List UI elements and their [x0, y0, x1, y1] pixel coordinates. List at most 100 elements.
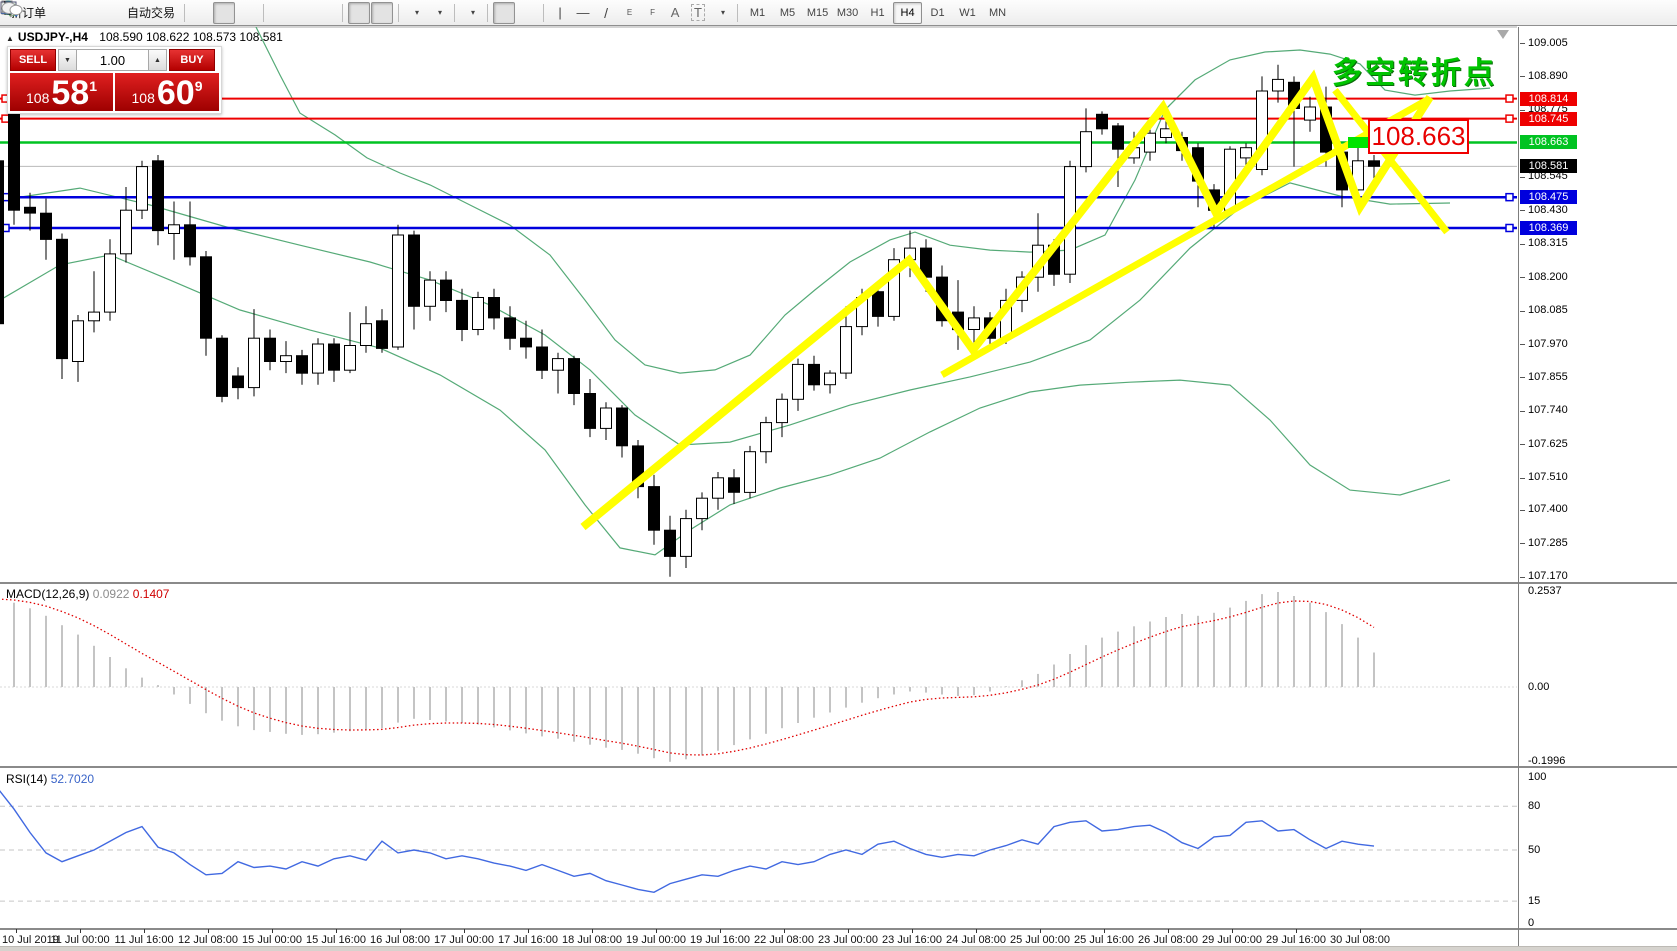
volume-decrease-button[interactable]: ▼ [58, 49, 77, 71]
candle-body [0, 160, 4, 325]
candle-body [504, 317, 516, 339]
timeframe-button-M30[interactable]: M30 [836, 6, 859, 19]
timeframe-button-H4[interactable]: H4 [893, 1, 923, 24]
timeframe-button-MN[interactable]: MN [988, 6, 1007, 19]
chart-canvas[interactable] [0, 0, 1518, 946]
price-tick-label: 107.625 [1528, 437, 1568, 450]
toolbar-separator [487, 3, 489, 22]
trendline-icon: / [604, 4, 608, 21]
price-tick-label: 108.085 [1528, 304, 1568, 317]
macd-main-value: 0.0922 [92, 587, 130, 601]
price-tick [1520, 43, 1525, 44]
time-label: 10 Jul 2019 [2, 934, 59, 946]
candle-body [328, 343, 340, 371]
text-label-tool[interactable]: T [687, 2, 709, 24]
toolbar-separator [454, 3, 456, 22]
volume-input[interactable]: 1.00 [77, 49, 148, 71]
chart-symbol-period: USDJPY-,H4 [17, 30, 88, 44]
candle-body [1256, 90, 1268, 170]
candle-body [760, 422, 772, 453]
macd-indicator-label: MACD(12,26,9) 0.0922 0.1407 [6, 587, 170, 601]
candle-body [1304, 106, 1316, 121]
candle-body [568, 358, 580, 395]
bollinger-lower-band [0, 254, 1451, 556]
candle-body [472, 297, 484, 330]
price-tick [1520, 243, 1525, 245]
candle-body [1112, 125, 1124, 150]
price-tick [1520, 444, 1525, 446]
vertical-line-tool[interactable]: | [549, 2, 571, 24]
rsi-axis-label: 0 [1528, 916, 1535, 929]
timeframe-button-W1[interactable]: W1 [959, 6, 976, 19]
time-label: 12 Jul 08:00 [178, 934, 238, 946]
pane-separator[interactable] [0, 582, 1677, 585]
hline-marker [1, 114, 10, 123]
timeframe-button-M15[interactable]: M15 [806, 6, 829, 19]
price-axis-border [1518, 27, 1519, 946]
vertical-line-icon: | [558, 5, 562, 20]
candle-body [360, 323, 372, 347]
volume-increase-button[interactable]: ▲ [148, 49, 167, 71]
hline-marker [1505, 192, 1514, 202]
price-tick-label: 108.430 [1528, 203, 1568, 216]
time-tick [912, 929, 913, 933]
candle-body [824, 372, 836, 386]
time-tick [720, 929, 721, 933]
toolbar-separator [543, 3, 545, 22]
time-label: 22 Jul 08:00 [754, 934, 814, 946]
candle-body [840, 326, 852, 374]
candle-body [152, 160, 164, 232]
candle-body [872, 291, 884, 317]
sell-price-display[interactable]: 108 58 1 [10, 73, 113, 111]
candle-body [88, 311, 100, 322]
toolbar-separator [184, 3, 186, 22]
price-tick [1520, 210, 1525, 212]
price-tick-label: 107.285 [1528, 536, 1568, 549]
candle-body [232, 375, 244, 389]
text-annotation-tool[interactable]: A [664, 2, 686, 24]
channel-sub-letter: E [626, 8, 633, 17]
time-tick [80, 929, 81, 933]
macd-pane [0, 592, 1517, 762]
candle-body [1272, 78, 1284, 92]
time-label: 15 Jul 00:00 [242, 934, 302, 946]
timeframe-button-M1[interactable]: M1 [749, 6, 766, 19]
timeframe-button-M5[interactable]: M5 [779, 6, 796, 19]
pane-separator[interactable] [0, 766, 1677, 769]
trendline-tool[interactable]: / [595, 2, 617, 24]
hline-price-label: 108.475 [1520, 190, 1577, 205]
toolbar-separator [263, 3, 265, 22]
sell-button[interactable]: SELL [10, 49, 56, 71]
buy-price-display[interactable]: 108 60 9 [115, 73, 219, 111]
time-label: 11 Jul 00:00 [50, 934, 110, 946]
sell-price-sup: 1 [89, 78, 97, 94]
candle-body [200, 256, 212, 339]
horizontal-line-tool[interactable]: — [572, 2, 594, 24]
candle-body [488, 297, 500, 319]
buy-button[interactable]: BUY [169, 49, 215, 71]
candle-body [24, 206, 36, 214]
price-tick [1520, 477, 1525, 479]
candle-body [664, 529, 676, 557]
collapse-marker-icon[interactable]: ▲ [6, 34, 14, 43]
timeframe-button-D1[interactable]: D1 [930, 6, 945, 19]
price-annotation-box[interactable]: 108.663 [1368, 119, 1469, 154]
fibo-sub-letter: F [650, 8, 655, 17]
buy-price-prefix: 108 [131, 90, 155, 106]
yellow-annotation-lines[interactable] [580, 69, 1450, 531]
chinese-annotation-text[interactable]: 多空转折点 [1332, 57, 1497, 90]
candle-body [1368, 160, 1380, 167]
time-tick [784, 929, 785, 933]
price-tick-label: 108.890 [1528, 69, 1568, 82]
time-label: 17 Jul 16:00 [498, 934, 558, 946]
price-tick [1520, 310, 1525, 312]
rsi-line [0, 790, 1375, 894]
candle-body [408, 234, 420, 307]
chart-shift-marker-icon[interactable] [1497, 30, 1509, 39]
candle-body [440, 279, 452, 302]
candle-body [168, 224, 180, 235]
timeframe-button-H1[interactable]: H1 [870, 6, 885, 19]
one-click-trading-panel: SELL ▼ 1.00 ▲ BUY 108 58 1 108 60 9 [7, 46, 222, 114]
hline-price-label: 108.745 [1520, 111, 1577, 126]
candle-body [56, 238, 68, 360]
